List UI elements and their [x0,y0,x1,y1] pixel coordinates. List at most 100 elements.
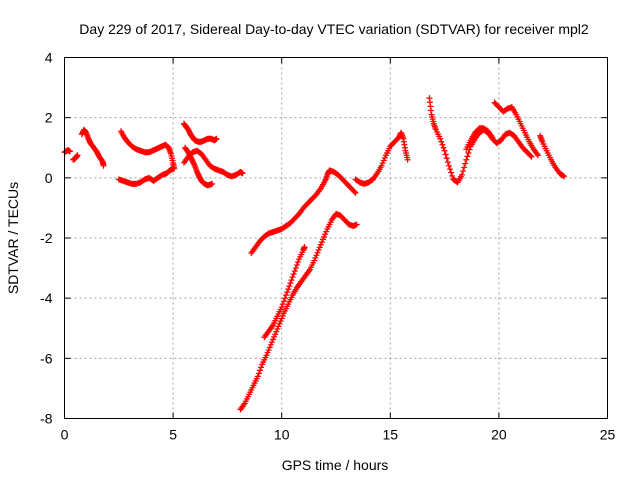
data-point [449,172,456,179]
data-point [258,364,265,371]
data-point [438,138,445,145]
y-tick-label: -2 [40,230,53,246]
x-tick-label: 25 [600,427,616,443]
data-point [314,249,321,256]
data-point [66,148,73,155]
data-point [312,254,319,261]
data-point [322,231,329,238]
data-point [353,221,360,228]
data-point [291,268,298,275]
data-point [461,164,468,171]
x-tick-label: 5 [169,427,177,443]
data-point [279,312,286,319]
data-point [319,236,326,243]
data-point [268,339,275,346]
data-point [278,304,285,311]
data-point [313,252,320,259]
data-point [464,153,471,160]
data-point [272,331,279,338]
data-point [292,265,299,272]
data-point [256,367,263,374]
data-point [437,135,444,142]
data-point [286,283,293,290]
data-point [439,141,446,148]
data-point [254,373,261,380]
data-point [280,298,287,305]
data-point [315,247,322,254]
data-point [561,173,568,180]
data-point [273,328,280,335]
data-point [271,333,278,340]
y-tick-label: 4 [45,50,53,66]
data-point [274,326,281,333]
data-point [288,277,295,284]
data-point [277,318,284,325]
data-point [283,292,290,299]
data-point [265,347,272,354]
data-point [311,257,318,264]
grid [64,57,608,419]
data-point [352,189,359,196]
data-point [447,166,454,173]
data-point [321,233,328,240]
data-point [213,135,220,142]
data-point [281,295,288,302]
y-axis-label: SDTVAR / TECUs [5,182,21,294]
data-point [351,188,358,195]
data-point [74,152,81,159]
data-point [316,244,323,251]
data-point [276,320,283,327]
data-point [442,151,449,158]
series-points [61,95,568,413]
data-point [100,162,107,169]
data-point [444,159,451,166]
data-point [318,239,325,246]
data-point [380,157,387,164]
data-point [440,144,447,151]
data-point [267,341,274,348]
data-point [458,171,465,178]
data-point [290,271,297,278]
data-point [255,370,262,377]
data-point [460,168,467,175]
data-point [379,160,386,167]
data-point [381,154,388,161]
data-point [378,162,385,169]
data-point [323,228,330,235]
data-point [445,162,452,169]
x-tick-label: 10 [274,427,290,443]
data-point [559,172,566,179]
data-point [209,180,216,187]
data-point [278,315,285,322]
data-point [294,259,301,266]
chart-title: Day 229 of 2017, Sidereal Day-to-day VTE… [79,21,589,37]
data-point [284,289,291,296]
data-point [462,160,469,167]
y-tick-label: -6 [40,350,53,366]
data-point [287,280,294,287]
data-point [239,170,246,177]
data-point [465,150,472,157]
x-axis-label: GPS time / hours [282,457,389,473]
data-point [443,155,450,162]
data-point [270,336,277,343]
data-point [289,274,296,281]
x-tick-label: 15 [383,427,399,443]
x-tick-label: 20 [491,427,507,443]
data-point [528,153,535,160]
data-point [404,156,411,163]
data-point [170,165,177,172]
data-point [301,244,308,251]
y-tick-label: -4 [40,290,53,306]
data-point [463,156,470,163]
data-point [317,241,324,248]
data-point [266,344,273,351]
data-point [285,286,292,293]
data-point [448,169,455,176]
data-point [264,349,271,356]
axis-ticks: 0 5 10 15 20 25 -8 -6 -4 -2 0 2 4 [40,50,615,443]
y-tick-label: 0 [45,170,53,186]
plot-frame [64,57,608,419]
data-point [275,323,282,330]
